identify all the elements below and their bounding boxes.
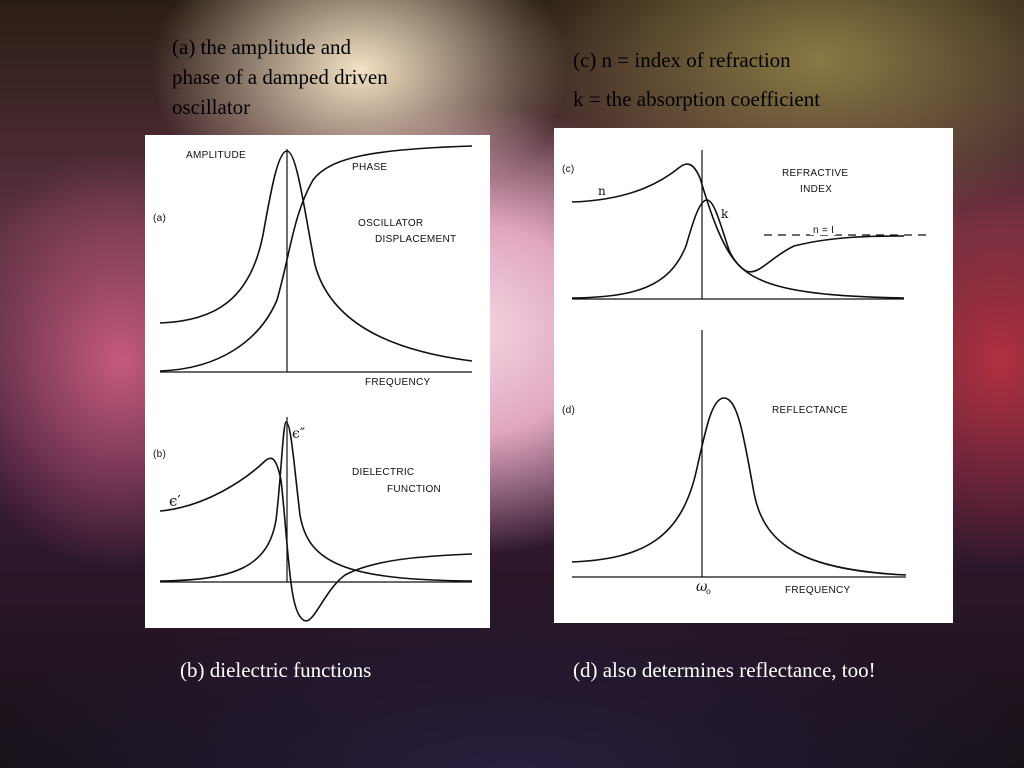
- n-equals-one-label-bg: [810, 223, 836, 235]
- eps2-label: ϵ″: [292, 426, 305, 442]
- phase-curve: [159, 145, 473, 372]
- phase-label: PHASE: [352, 162, 387, 173]
- reflectance-curve: [571, 397, 907, 576]
- caption-a-line-2: phase of a damped driven: [172, 65, 388, 89]
- figure-oscillator-dielectric: (a) AMPLITUDE PHASE OSCILLATOR DISPLACEM…: [145, 135, 490, 628]
- eps2-curve: [159, 421, 473, 582]
- figure-oscillator-dielectric-svg: (a) AMPLITUDE PHASE OSCILLATOR DISPLACEM…: [153, 145, 473, 622]
- panel-c-tag: (c): [562, 164, 575, 175]
- frequency-label-d: FREQUENCY: [785, 585, 851, 596]
- figure-refractive-reflectance: (c) n k REFRACTIVE INDEX n = I (d) REFLE…: [554, 128, 953, 623]
- caption-c: (c) n = index of refraction k = the abso…: [573, 41, 820, 119]
- caption-a: (a) the amplitude and phase of a damped …: [172, 32, 388, 122]
- frequency-label-a: FREQUENCY: [365, 377, 431, 388]
- amplitude-label: AMPLITUDE: [186, 150, 246, 161]
- function-label: FUNCTION: [387, 484, 441, 495]
- omega-label: ω: [696, 579, 708, 595]
- caption-b: (b) dielectric functions: [180, 658, 372, 682]
- index-label: INDEX: [800, 184, 832, 195]
- eps1-curve: [159, 457, 473, 622]
- eps1-label: ϵ′: [169, 492, 181, 510]
- n-label: n: [598, 184, 606, 198]
- caption-c-line-2: k = the absorption coefficient: [573, 87, 821, 111]
- caption-a-line-3: oscillator: [172, 95, 251, 119]
- figure-refractive-reflectance-svg: (c) n k REFRACTIVE INDEX n = I (d) REFLE…: [562, 150, 926, 596]
- refractive-label: REFRACTIVE: [782, 168, 848, 179]
- panel-d-tag: (d): [562, 405, 575, 416]
- n-equals-one-label: n = I: [813, 225, 834, 236]
- n-curve: [571, 163, 905, 273]
- caption-c-line-1: (c) n = index of refraction: [573, 48, 791, 72]
- panel-a-tag: (a): [153, 213, 166, 224]
- oscillator-label: OSCILLATOR: [358, 218, 423, 229]
- caption-d: (d) also determines reflectance, too!: [573, 658, 876, 682]
- k-curve: [571, 199, 905, 299]
- displacement-label: DISPLACEMENT: [375, 234, 456, 245]
- reflectance-label: REFLECTANCE: [772, 405, 848, 416]
- dielectric-label: DIELECTRIC: [352, 467, 414, 478]
- panel-b-tag: (b): [153, 449, 166, 460]
- omega-subscript: o: [706, 587, 711, 596]
- k-label: k: [721, 207, 729, 221]
- amplitude-curve: [159, 150, 473, 362]
- caption-a-line-1: (a) the amplitude and: [172, 35, 352, 59]
